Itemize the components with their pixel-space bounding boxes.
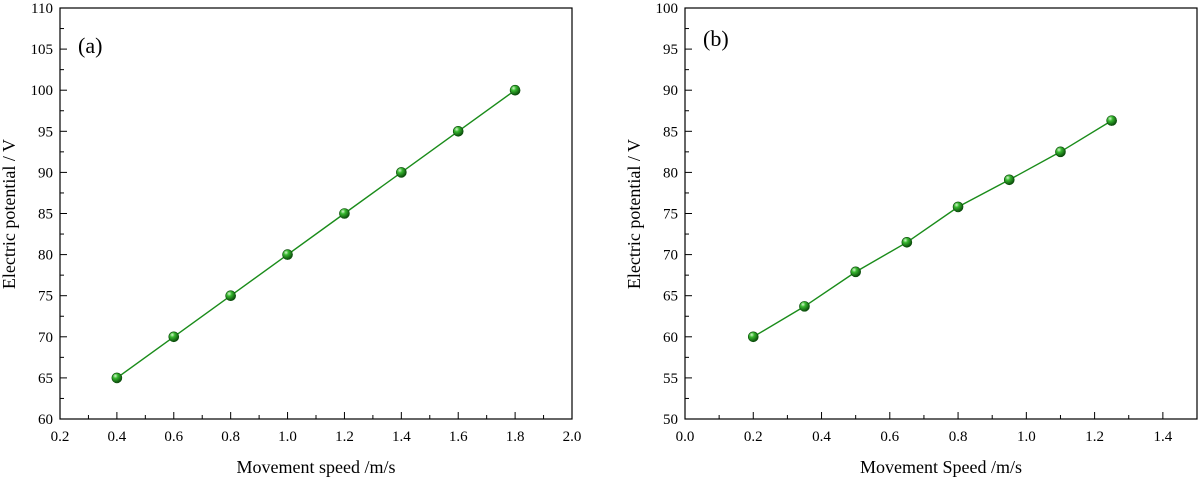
- data-point: [111, 372, 123, 384]
- y-axis-label-a: Electric potential / V: [0, 139, 19, 289]
- x-tick-label: 0.2: [51, 429, 70, 445]
- chart-panel-a: 0.2 0.4 0.6 0.8 1.0 1.2 1.4 1.6 1.8 2.0 60 65 70 75 8…: [0, 1, 581, 477]
- y-tick-label: 70: [663, 248, 678, 264]
- y-tick-label: 55: [663, 371, 678, 387]
- y-tick-label: 80: [663, 165, 678, 181]
- chart-panel-b: 0.0 0.2 0.4 0.6 0.8 1.0 1.2 1.4 50 55 60 65 70 75 80 8…: [624, 1, 1198, 477]
- x-tick-label: 2.0: [563, 429, 582, 445]
- x-tick-label: 0.8: [949, 429, 968, 445]
- y-tick-label: 75: [663, 207, 678, 223]
- x-tick-label: 1.4: [1153, 429, 1172, 445]
- x-tick-label: 1.6: [449, 429, 468, 445]
- y-tick-label: 110: [31, 1, 53, 17]
- series-points-b: [747, 115, 1117, 343]
- y-tick-label: 80: [38, 248, 53, 264]
- y-tick-label: 100: [656, 1, 679, 17]
- data-point: [747, 331, 759, 343]
- data-point: [509, 84, 521, 96]
- data-point: [225, 290, 236, 302]
- data-point: [850, 266, 861, 278]
- tick-marks-a: [59, 7, 573, 420]
- data-point: [1106, 115, 1117, 126]
- x-tick-label: 0.4: [812, 429, 831, 445]
- y-tick-label: 100: [31, 83, 54, 99]
- x-tick-label: 1.4: [392, 429, 411, 445]
- panel-label-b: (b): [703, 26, 729, 51]
- plot-frame-a: [59, 7, 573, 420]
- data-point: [799, 301, 810, 312]
- y-tick-label: 75: [38, 289, 53, 305]
- x-axis-label-b: Movement Speed /m/s: [860, 457, 1022, 477]
- y-tick-label: 105: [31, 42, 54, 58]
- data-point: [396, 167, 407, 178]
- data-point: [452, 126, 464, 137]
- x-tick-label: 0.0: [676, 429, 695, 445]
- y-tick-labels-a: 60 65 70 75 80 85 90 95 100 105 110: [31, 1, 54, 428]
- y-tick-label: 60: [663, 330, 678, 346]
- y-tick-label: 65: [38, 371, 53, 387]
- data-point: [282, 249, 293, 260]
- data-point: [1055, 146, 1066, 158]
- x-tick-label: 0.6: [164, 429, 183, 445]
- y-tick-label: 95: [663, 42, 678, 58]
- y-tick-label: 90: [663, 83, 678, 99]
- tick-marks-b: [684, 7, 1198, 420]
- y-tick-label: 95: [38, 124, 53, 140]
- plot-frame-b: [684, 7, 1198, 420]
- y-axis-label-b: Electric potential / V: [624, 139, 644, 289]
- y-tick-labels-b: 50 55 60 65 70 75 80 85 90 95 100: [656, 1, 679, 428]
- x-axis-label-a: Movement speed /m/s: [237, 457, 396, 477]
- x-tick-labels-b: 0.0 0.2 0.4 0.6 0.8 1.0 1.2 1.4: [676, 429, 1173, 445]
- x-tick-label: 1.2: [335, 429, 354, 445]
- panel-label-a: (a): [78, 33, 102, 58]
- y-tick-label: 50: [663, 412, 678, 428]
- y-tick-label: 65: [663, 289, 678, 305]
- series-line-a: [116, 89, 516, 379]
- y-tick-label: 60: [38, 412, 53, 428]
- x-tick-label: 0.6: [880, 429, 899, 445]
- series-line-b: [752, 120, 1113, 338]
- x-tick-label: 1.8: [506, 429, 525, 445]
- series-points-a: [111, 84, 521, 384]
- x-tick-label: 0.8: [221, 429, 240, 445]
- data-point: [952, 201, 964, 213]
- x-tick-label: 1.0: [278, 429, 297, 445]
- x-tick-label: 1.0: [1017, 429, 1036, 445]
- x-tick-labels-a: 0.2 0.4 0.6 0.8 1.0 1.2 1.4 1.6 1.8 2.0: [51, 429, 582, 445]
- x-tick-label: 1.2: [1085, 429, 1104, 445]
- y-tick-label: 85: [663, 124, 678, 140]
- data-point: [168, 331, 180, 343]
- data-point: [901, 236, 913, 248]
- y-tick-label: 85: [38, 207, 53, 223]
- y-tick-label: 70: [38, 330, 53, 346]
- x-tick-label: 0.4: [108, 429, 127, 445]
- data-point: [1003, 174, 1015, 186]
- data-point: [339, 208, 350, 219]
- x-tick-label: 0.2: [744, 429, 763, 445]
- y-tick-label: 90: [38, 165, 53, 181]
